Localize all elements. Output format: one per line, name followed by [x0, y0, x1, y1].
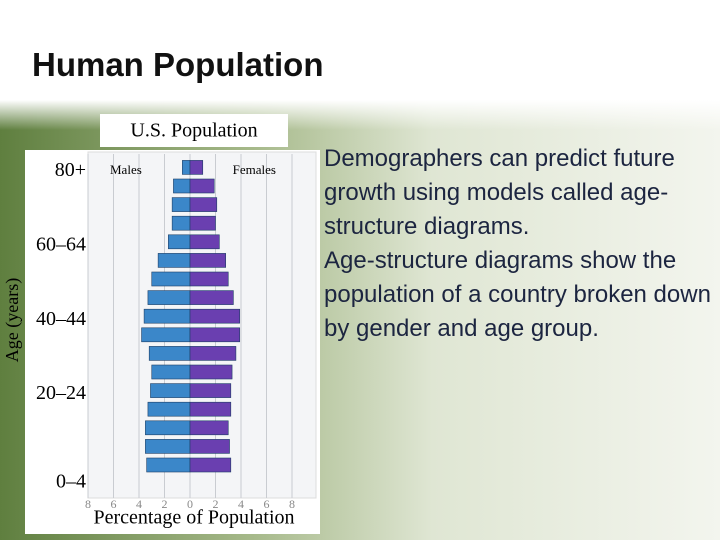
bar	[189, 253, 227, 268]
bar	[189, 346, 237, 361]
paragraph: Demographers can predict future growth u…	[324, 145, 675, 240]
x-tick-label: 8	[85, 497, 91, 511]
y-tick-label: 40–44	[36, 308, 86, 330]
bar	[189, 308, 241, 324]
title-box	[100, 114, 288, 147]
x-tick-label: 6	[111, 497, 117, 511]
bar	[189, 290, 234, 305]
x-tick-label: 2	[162, 497, 168, 511]
bar	[189, 234, 220, 250]
bar	[148, 346, 191, 361]
x-tick-label: 0	[187, 497, 193, 511]
bar	[157, 253, 191, 268]
y-axis-label: Age (years)	[2, 278, 23, 362]
x-tick-label: 8	[289, 497, 295, 511]
y-tick-label: 20–24	[36, 382, 86, 404]
bar	[141, 327, 191, 343]
paragraph: Age-structure diagrams show the populati…	[324, 247, 711, 342]
bar	[189, 178, 215, 194]
bar	[189, 364, 233, 380]
bar	[189, 420, 229, 436]
bar	[189, 197, 218, 212]
bar	[151, 364, 191, 380]
y-tick-label: 0–4	[56, 471, 86, 493]
bar	[146, 457, 191, 473]
bar	[189, 327, 241, 343]
bar	[189, 439, 230, 454]
bar	[182, 160, 191, 175]
bar	[143, 308, 191, 324]
slide-title: Human Population	[32, 46, 324, 83]
legend-label: Males	[110, 162, 142, 177]
legend-label: Females	[233, 162, 276, 177]
bar	[189, 215, 216, 231]
bar	[145, 420, 191, 436]
chart: U.S. Population Percentage of Population…	[2, 114, 320, 534]
bar	[171, 215, 191, 231]
bar	[189, 271, 229, 287]
bar	[168, 234, 191, 250]
y-tick-label: 80+	[55, 159, 86, 181]
bar	[150, 383, 191, 398]
x-tick-label: 2	[213, 497, 219, 511]
bar	[189, 457, 232, 473]
bar	[173, 178, 191, 194]
bar	[189, 401, 232, 417]
bar	[189, 383, 232, 398]
x-tick-label: 4	[238, 497, 244, 511]
x-tick-label: 6	[264, 497, 270, 511]
bar	[147, 290, 191, 305]
bar	[151, 271, 191, 287]
x-tick-label: 4	[136, 497, 142, 511]
bar	[147, 401, 191, 417]
bar	[189, 160, 204, 175]
x-axis-label: Percentage of Population	[93, 507, 294, 529]
slide-text: Demographers can predict future growth u…	[324, 142, 714, 346]
bar	[145, 439, 191, 454]
bar	[171, 197, 191, 212]
y-tick-label: 60–64	[36, 233, 86, 255]
chart-title: U.S. Population	[130, 120, 257, 142]
